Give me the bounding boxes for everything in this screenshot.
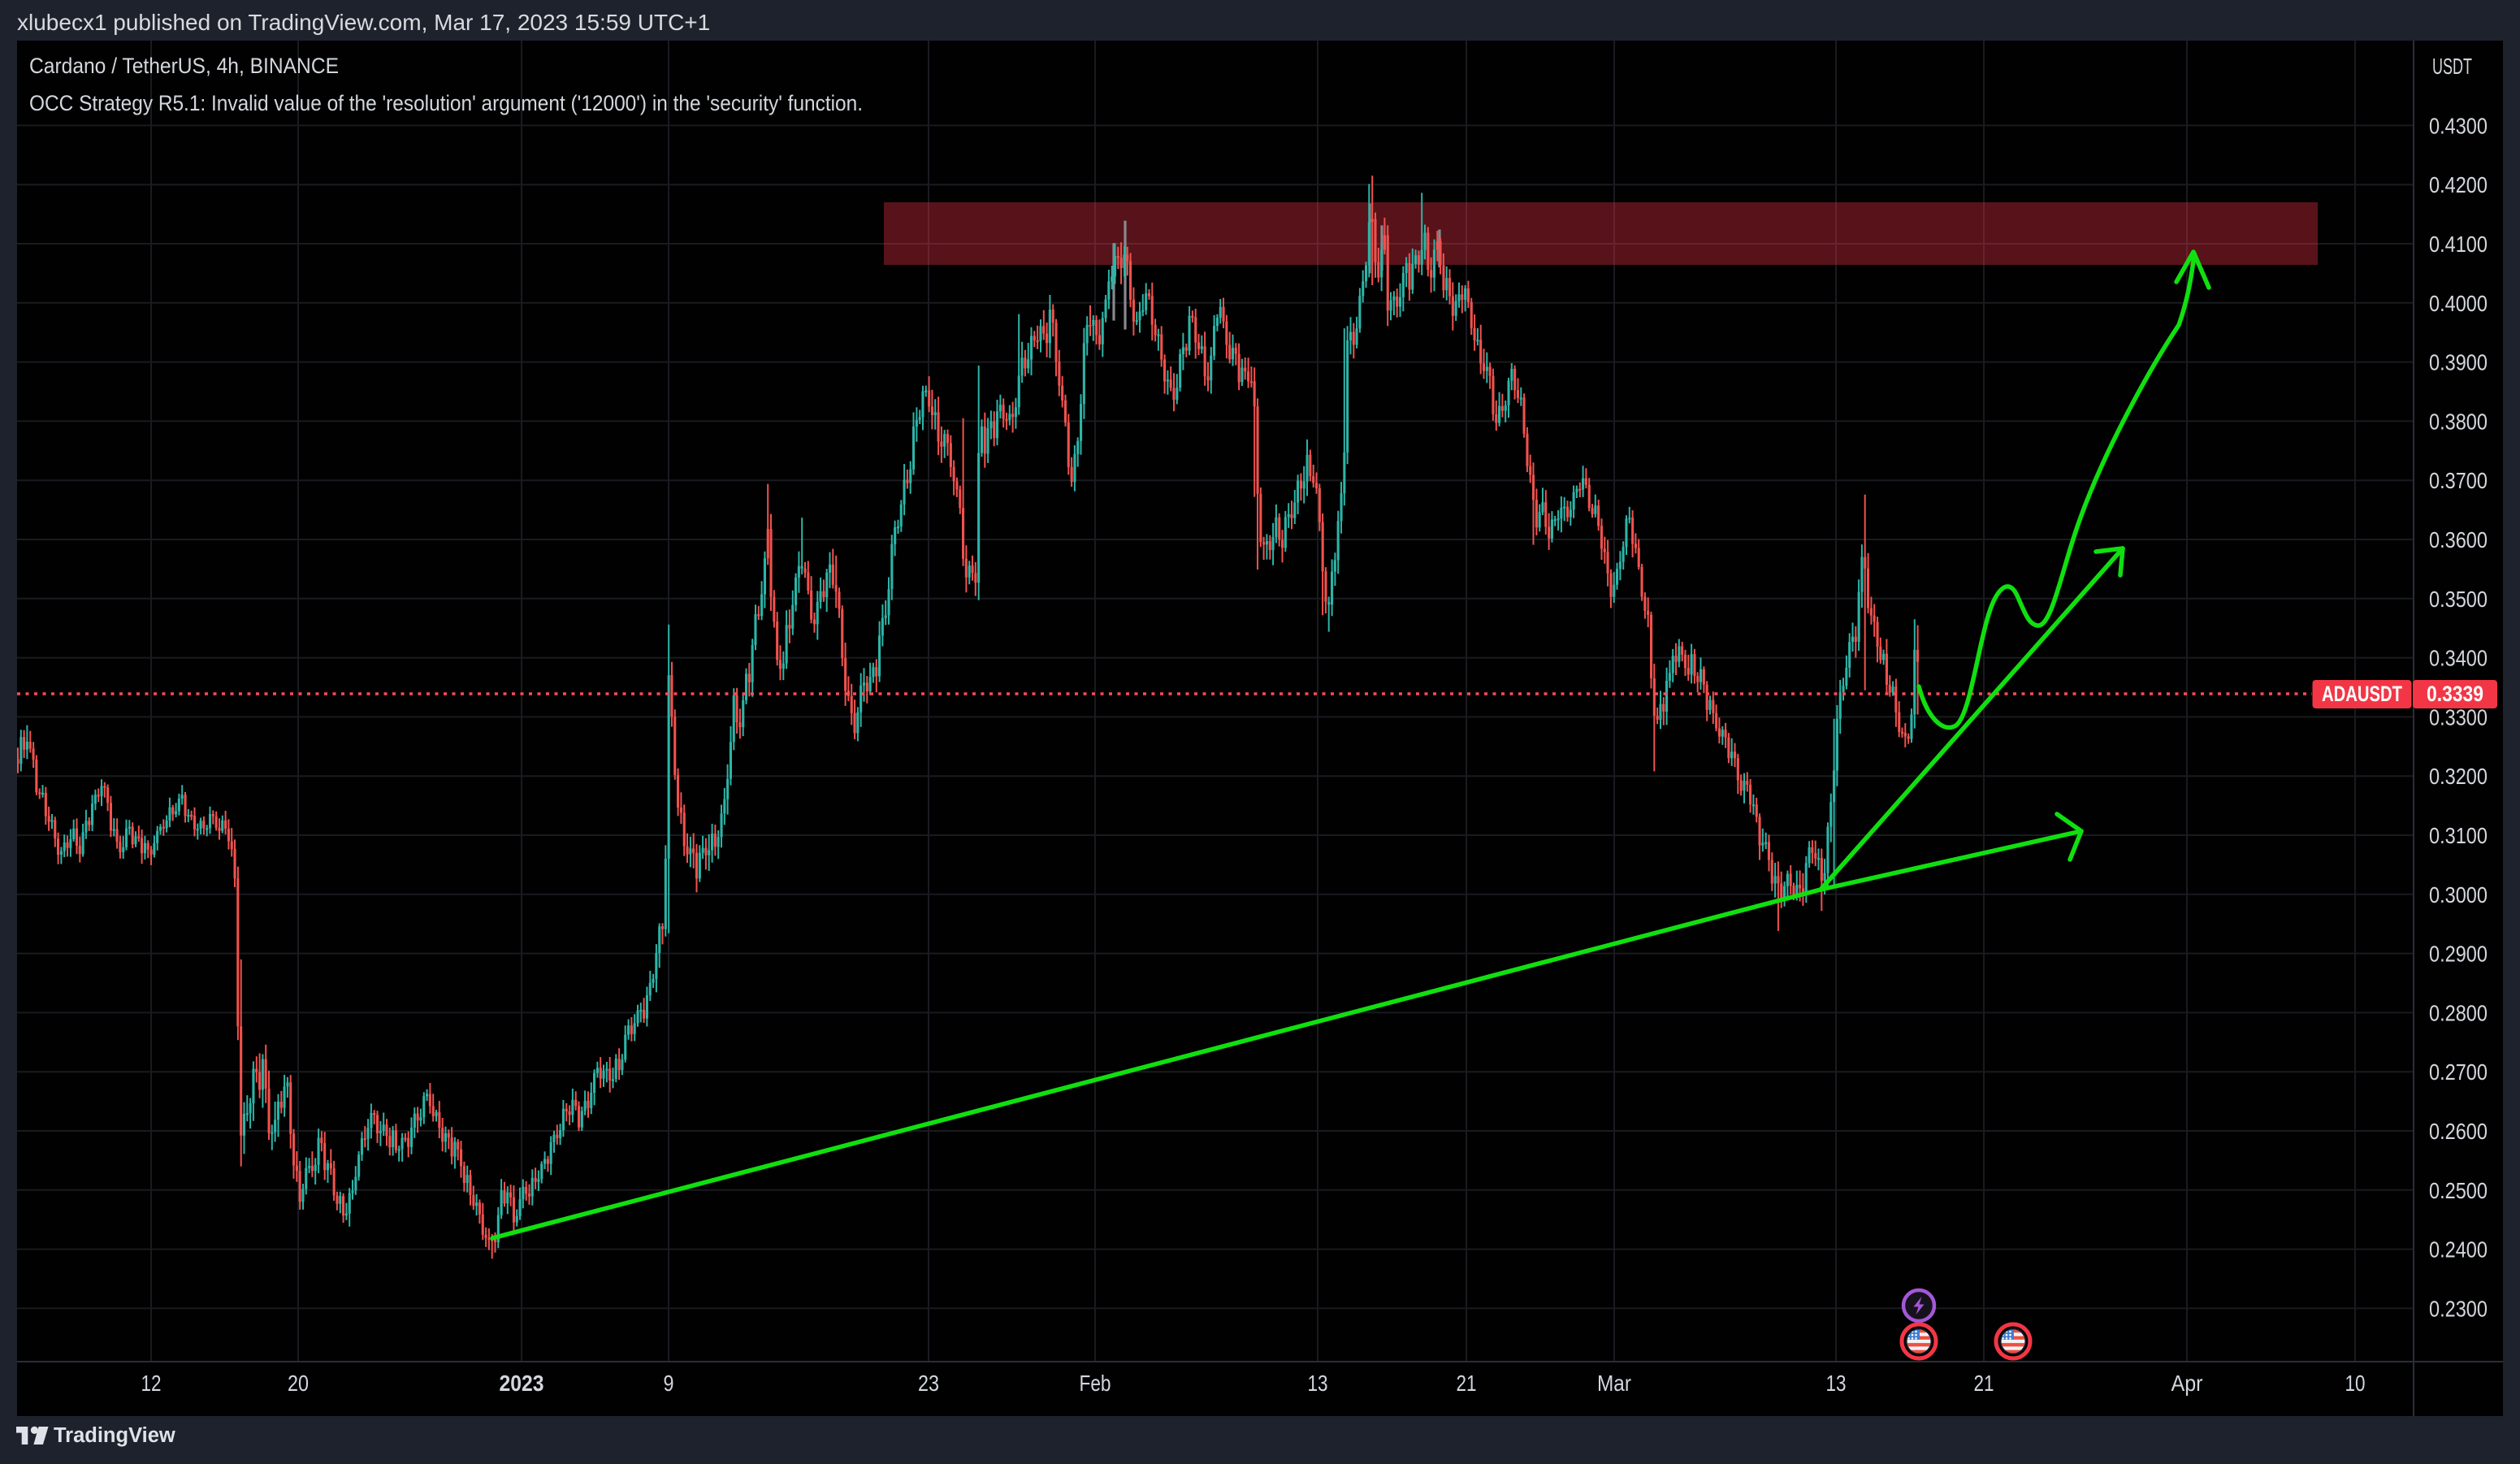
svg-text:9: 9 <box>664 1371 674 1396</box>
svg-text:0.2900: 0.2900 <box>2429 942 2488 967</box>
svg-text:0.2600: 0.2600 <box>2429 1119 2488 1144</box>
svg-text:0.3000: 0.3000 <box>2429 882 2488 907</box>
svg-text:Mar: Mar <box>1597 1371 1631 1396</box>
svg-text:0.3100: 0.3100 <box>2429 823 2488 848</box>
svg-text:0.2300: 0.2300 <box>2429 1296 2488 1321</box>
svg-text:0.2400: 0.2400 <box>2429 1237 2488 1263</box>
svg-text:OCC Strategy R5.1: Invalid val: OCC Strategy R5.1: Invalid value of the … <box>29 91 863 115</box>
svg-text:Cardano / TetherUS, 4h, BINANC: Cardano / TetherUS, 4h, BINANCE <box>29 54 339 78</box>
svg-text:0.2500: 0.2500 <box>2429 1178 2488 1203</box>
svg-text:0.3339: 0.3339 <box>2427 682 2483 706</box>
svg-text:0.3900: 0.3900 <box>2429 350 2488 375</box>
svg-text:xlubecx1 published on TradingV: xlubecx1 published on TradingView.com, M… <box>17 10 710 35</box>
svg-text:0.3300: 0.3300 <box>2429 704 2488 730</box>
svg-text:ADAUSDT: ADAUSDT <box>2322 682 2402 706</box>
svg-text:2023: 2023 <box>500 1371 544 1396</box>
svg-text:0.2800: 0.2800 <box>2429 1000 2488 1025</box>
svg-text:0.4200: 0.4200 <box>2429 172 2488 197</box>
svg-text:USDT: USDT <box>2432 54 2472 79</box>
svg-text:23: 23 <box>918 1371 939 1396</box>
svg-text:0.3400: 0.3400 <box>2429 646 2488 671</box>
svg-text:Feb: Feb <box>1080 1371 1111 1396</box>
svg-text:13: 13 <box>1826 1371 1847 1396</box>
svg-text:0.3700: 0.3700 <box>2429 468 2488 493</box>
svg-text:0.3200: 0.3200 <box>2429 764 2488 789</box>
svg-text:12: 12 <box>141 1371 162 1396</box>
svg-text:10: 10 <box>2345 1371 2366 1396</box>
svg-text:0.4100: 0.4100 <box>2429 232 2488 257</box>
svg-text:13: 13 <box>1308 1371 1328 1396</box>
svg-text:21: 21 <box>1974 1371 1994 1396</box>
svg-text:20: 20 <box>288 1371 309 1396</box>
svg-text:0.3600: 0.3600 <box>2429 527 2488 552</box>
svg-text:0.3500: 0.3500 <box>2429 587 2488 612</box>
svg-text:Apr: Apr <box>2171 1371 2203 1396</box>
svg-text:0.2700: 0.2700 <box>2429 1059 2488 1085</box>
svg-text:0.4000: 0.4000 <box>2429 291 2488 316</box>
svg-text:21: 21 <box>1457 1371 1477 1396</box>
svg-text:TradingView: TradingView <box>54 1424 175 1447</box>
svg-text:0.4300: 0.4300 <box>2429 113 2488 138</box>
svg-text:0.3800: 0.3800 <box>2429 409 2488 434</box>
